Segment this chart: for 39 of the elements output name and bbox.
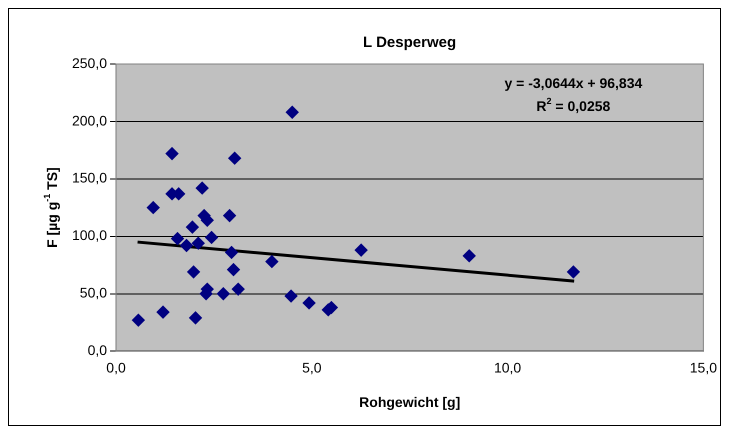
point (180, 239, 194, 252)
point (171, 232, 184, 246)
y-tick-label: 150,0 (72, 170, 108, 186)
point (302, 296, 316, 310)
point (146, 201, 160, 214)
y-axis-title: F [µg g-1 TS] (42, 167, 60, 248)
point (186, 220, 199, 234)
x-tick-label: 0,0 (106, 359, 126, 376)
y-tick-label: 200,0 (72, 112, 108, 128)
y-tick-label: 50,0 (80, 284, 108, 301)
x-tick-label: 15,0 (690, 359, 718, 376)
point (156, 306, 170, 319)
point (166, 147, 179, 160)
point (205, 230, 218, 244)
point (192, 236, 205, 250)
annotation: y = -3,0644x + 96,834 (504, 74, 642, 91)
point (462, 249, 476, 262)
point (189, 311, 202, 324)
point (566, 265, 580, 278)
x-axis-title: Rohgewicht [g] (359, 394, 460, 410)
y-tick-label: 250,0 (72, 54, 108, 71)
y-tick-label: 100,0 (72, 227, 108, 244)
point (286, 106, 299, 119)
point (227, 263, 240, 276)
x-tick-label: 5,0 (302, 359, 322, 376)
point (284, 290, 298, 303)
x-tick-label: 10,0 (494, 359, 522, 376)
point (132, 314, 145, 327)
chart-title: L Desperweg (363, 34, 456, 52)
point (196, 182, 209, 195)
point (216, 287, 230, 300)
y-tick-label: 0,0 (88, 342, 108, 358)
point (223, 209, 236, 222)
point (187, 265, 200, 278)
point (354, 244, 368, 257)
point (265, 255, 278, 268)
point (225, 246, 238, 259)
point (228, 152, 242, 165)
point (232, 282, 245, 296)
